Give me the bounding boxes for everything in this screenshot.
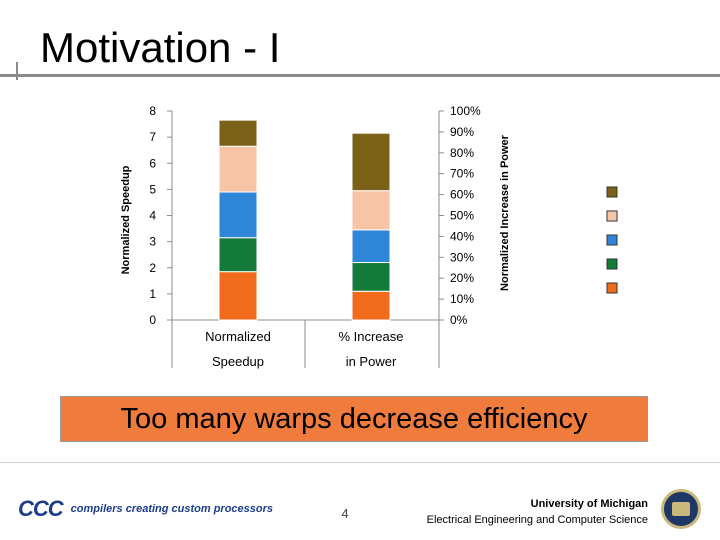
logo-mark: CCC bbox=[18, 496, 64, 521]
bar-segment-power-series-5 bbox=[351, 132, 391, 192]
bar-segment-power-series-3 bbox=[351, 229, 391, 264]
legend-swatch-series-5 bbox=[606, 186, 618, 198]
category-label-line1: % Increase bbox=[338, 329, 403, 344]
right-axis-tick-label: 80% bbox=[450, 146, 474, 160]
right-axis-label: Normalized Increase in Power bbox=[499, 134, 511, 291]
bar-segment-speedup-series-4 bbox=[218, 145, 258, 193]
right-axis-tick-label: 30% bbox=[450, 250, 474, 264]
right-axis-tick-label: 60% bbox=[450, 188, 474, 202]
legend-swatch-series-3 bbox=[606, 234, 618, 246]
university-seal-icon bbox=[661, 489, 701, 529]
right-axis-tick-label: 20% bbox=[450, 271, 474, 285]
left-axis-tick-label: 5 bbox=[149, 182, 156, 196]
right-axis-tick-label: 0% bbox=[450, 313, 468, 327]
left-axis-tick-label: 6 bbox=[149, 156, 156, 170]
bar-segment-power-series-1 bbox=[351, 290, 391, 321]
bar-segment-speedup-series-3 bbox=[218, 191, 258, 239]
left-axis-tick-label: 0 bbox=[149, 313, 156, 327]
left-axis-tick-label: 3 bbox=[149, 235, 156, 249]
left-axis-tick-label: 2 bbox=[149, 261, 156, 275]
university-credit: University of Michigan Electrical Engine… bbox=[427, 496, 648, 528]
left-axis-tick-label: 1 bbox=[149, 287, 156, 301]
footer-divider bbox=[0, 462, 720, 463]
right-axis-tick-label: 70% bbox=[450, 167, 474, 181]
legend-swatch-series-4 bbox=[606, 210, 618, 222]
left-axis-tick-label: 4 bbox=[149, 209, 156, 223]
bar-segment-power-series-4 bbox=[351, 190, 391, 231]
right-axis-tick-label: 40% bbox=[450, 229, 474, 243]
page-number: 4 bbox=[341, 506, 349, 521]
stacked-bar-chart: Normalized Speedup Normalized Increase i… bbox=[120, 104, 618, 369]
left-axis-tick-label: 8 bbox=[149, 104, 156, 118]
conclusion-banner: Too many warps decrease efficiency bbox=[60, 396, 648, 442]
right-axis-tick-label: 100% bbox=[450, 104, 481, 118]
ccc-logo: CCC compilers creating custom processors bbox=[18, 496, 273, 522]
right-axis-tick-label: 90% bbox=[450, 125, 474, 139]
slide-title: Motivation - I bbox=[40, 24, 281, 71]
bar-segment-speedup-series-2 bbox=[218, 237, 258, 273]
legend-swatch-series-2 bbox=[606, 258, 618, 270]
bar-segment-speedup-series-1 bbox=[218, 271, 258, 321]
title-divider bbox=[0, 62, 720, 80]
legend-swatch-series-1 bbox=[606, 282, 618, 294]
category-label-line2: Speedup bbox=[212, 354, 264, 369]
left-axis-label: Normalized Speedup bbox=[120, 165, 132, 274]
bar-segment-power-series-2 bbox=[351, 262, 391, 292]
logo-tagline: compilers creating custom processors bbox=[70, 503, 274, 515]
left-axis-tick-label: 7 bbox=[149, 130, 156, 144]
university-name: University of Michigan bbox=[530, 498, 648, 510]
category-label-line2: in Power bbox=[346, 354, 397, 369]
category-label-line1: Normalized bbox=[205, 329, 271, 344]
right-axis-tick-label: 50% bbox=[450, 209, 474, 223]
department-name: Electrical Engineering and Computer Scie… bbox=[426, 514, 648, 526]
right-axis-tick-label: 10% bbox=[450, 292, 474, 306]
bar-segment-speedup-series-5 bbox=[218, 119, 258, 147]
